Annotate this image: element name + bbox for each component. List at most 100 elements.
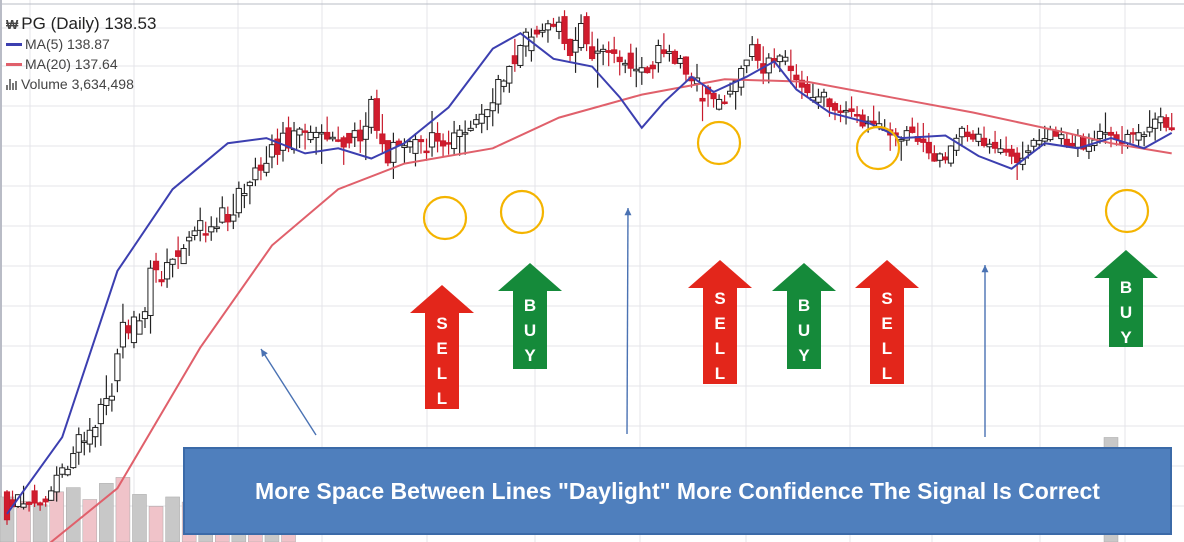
pointer-arrow	[981, 265, 989, 437]
candle	[517, 44, 524, 69]
legend-ticker-text: PG (Daily) 138.53	[21, 14, 157, 33]
candle	[1091, 130, 1098, 152]
candle	[1036, 129, 1043, 149]
pointer-lines	[260, 207, 989, 437]
candle-body	[566, 38, 574, 56]
candle	[666, 44, 673, 62]
candle-body	[31, 490, 38, 504]
candle-body	[1152, 118, 1159, 129]
candle-body	[136, 320, 143, 335]
candle	[53, 466, 60, 502]
candle-body	[1129, 132, 1137, 135]
candle	[324, 116, 331, 142]
candle-body	[815, 96, 822, 103]
candle	[147, 260, 154, 334]
candle-body	[710, 92, 717, 100]
candle	[699, 84, 706, 122]
candle-body	[947, 145, 955, 164]
candle-body	[870, 120, 877, 125]
candle	[528, 28, 535, 62]
candle-body	[826, 98, 833, 108]
candle	[583, 12, 590, 52]
candle-body	[246, 181, 253, 187]
candle-body	[644, 67, 651, 74]
candle-body	[920, 138, 927, 143]
candle	[1152, 112, 1159, 141]
candle	[555, 16, 563, 40]
candle-body	[42, 498, 49, 503]
candle	[550, 17, 557, 28]
candle	[346, 132, 353, 149]
arrow-head-icon	[624, 208, 632, 216]
candle-body	[169, 258, 176, 265]
candle	[467, 120, 474, 132]
arrow-up-icon	[498, 263, 562, 291]
candle-body	[611, 49, 618, 54]
candle-body	[1025, 150, 1032, 153]
candle-body	[511, 55, 518, 65]
arrow-up-icon	[688, 260, 752, 288]
candle	[611, 36, 618, 64]
candle-body	[1008, 148, 1015, 157]
candle-body	[539, 29, 546, 33]
candle-body	[257, 164, 265, 171]
signal-letter: S	[881, 289, 893, 308]
candle-body	[677, 58, 684, 64]
candle-body	[163, 262, 171, 280]
volume-bar	[148, 506, 164, 542]
candle-body	[787, 65, 794, 72]
candle	[975, 127, 982, 147]
candle	[594, 38, 601, 88]
candle-body	[1047, 129, 1054, 141]
candle-body	[627, 52, 634, 69]
signal-letter: E	[714, 314, 726, 333]
candle	[633, 47, 640, 88]
candle-body	[804, 83, 811, 94]
candle-body	[655, 45, 662, 64]
candle	[279, 121, 287, 162]
candle	[158, 271, 165, 287]
candle-body	[285, 127, 292, 149]
candle-body	[241, 193, 248, 197]
candle	[754, 38, 761, 69]
ma5-swatch-icon	[6, 42, 22, 46]
candle-body	[616, 56, 623, 63]
candle	[197, 207, 204, 242]
candle-body	[368, 98, 375, 128]
pointer-arrow	[624, 207, 632, 435]
candle	[257, 157, 265, 181]
candle-body	[495, 79, 502, 105]
candle	[125, 319, 132, 340]
candle-body	[219, 207, 226, 223]
candle	[991, 130, 999, 154]
candle	[175, 236, 182, 269]
pointer-arrow	[260, 348, 317, 436]
candle-body	[318, 131, 325, 135]
candle-body	[108, 395, 115, 401]
candle-body	[1058, 134, 1065, 140]
candle-body	[782, 56, 789, 62]
signal-letter: S	[714, 289, 726, 308]
chart-type-icon: ₩	[6, 16, 19, 32]
candle	[423, 138, 430, 161]
candle	[1074, 129, 1081, 157]
candle	[379, 114, 386, 153]
candle-body	[103, 398, 110, 406]
candle	[241, 183, 248, 209]
candle	[649, 61, 656, 79]
candle-body	[141, 311, 149, 320]
candle	[931, 145, 938, 162]
candle-body	[252, 167, 259, 181]
candle	[97, 398, 104, 446]
volume-bar	[132, 494, 147, 542]
candle	[186, 231, 193, 256]
candle-body	[837, 110, 844, 113]
candle	[335, 126, 342, 143]
candle-body	[25, 501, 33, 505]
candle-body	[942, 156, 949, 161]
candle-body	[307, 131, 314, 141]
